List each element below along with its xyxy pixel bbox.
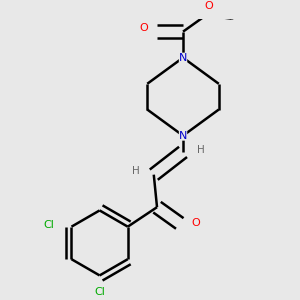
Text: N: N	[179, 131, 187, 141]
Text: N: N	[179, 53, 187, 63]
Text: O: O	[140, 23, 148, 33]
Text: O: O	[205, 1, 213, 10]
Text: O: O	[192, 218, 200, 228]
Text: Cl: Cl	[43, 220, 54, 230]
Text: Cl: Cl	[94, 287, 105, 297]
Text: H: H	[197, 145, 205, 155]
Text: H: H	[132, 167, 140, 176]
